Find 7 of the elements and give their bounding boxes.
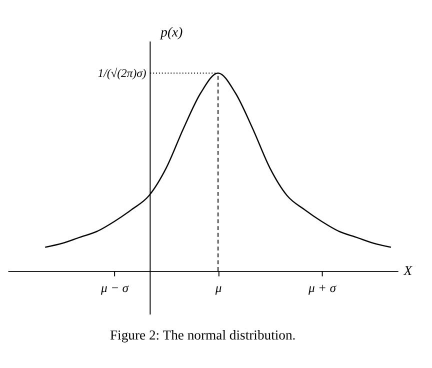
x-tick-label: μ − σ — [100, 280, 130, 295]
ref-line-label: 1/(√(2π)σ) — [98, 66, 146, 80]
x-axis-title: X — [402, 262, 413, 278]
x-tick-label: μ + σ — [308, 280, 337, 295]
caption: Figure 2: The normal distribution. — [110, 327, 296, 342]
y-axis-title: p(x) — [160, 24, 184, 40]
x-tick-label: μ — [214, 280, 222, 295]
